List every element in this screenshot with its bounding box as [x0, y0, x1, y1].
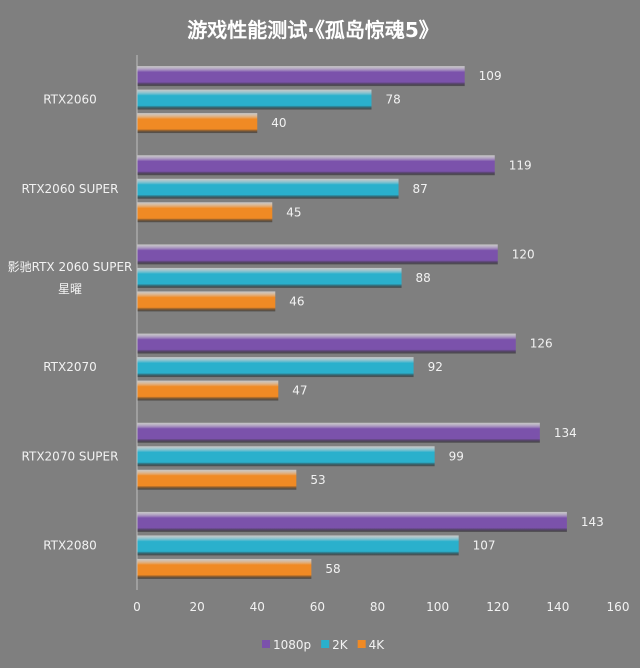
data-label: 120 [512, 247, 535, 261]
bar-4K [137, 558, 312, 579]
category-label: RTX2070 SUPER [22, 449, 119, 463]
x-tick-label: 20 [189, 600, 204, 614]
category-label: RTX2080 [43, 538, 97, 552]
data-label: 109 [479, 69, 502, 83]
bar-2K [137, 178, 399, 199]
bar-1080p [137, 66, 465, 87]
bar-4K [137, 291, 276, 312]
data-label: 126 [530, 337, 553, 351]
legend-swatch [321, 640, 330, 648]
legend-swatch [262, 640, 270, 648]
x-tick-label: 0 [133, 600, 141, 614]
data-label: 40 [271, 116, 286, 130]
category-label: RTX2060 SUPER [22, 182, 119, 196]
bar-1080p [137, 155, 495, 176]
data-label: 47 [292, 384, 307, 398]
bar-1080p [137, 422, 540, 443]
data-label: 119 [509, 158, 532, 172]
x-tick-label: 80 [370, 600, 385, 614]
data-label: 99 [449, 449, 464, 463]
x-tick-label: 140 [546, 600, 569, 614]
bar-4K [137, 469, 297, 490]
x-tick-label: 60 [310, 600, 325, 614]
bar-2K [137, 357, 414, 378]
data-label: 58 [325, 562, 340, 576]
data-label: 78 [385, 93, 400, 107]
data-label: 45 [286, 205, 301, 219]
legend-label: 4K [369, 638, 386, 652]
category-label: RTX2070 [43, 360, 97, 374]
category-label: 影驰RTX 2060 SUPER [8, 260, 133, 274]
legend-label: 1080p [273, 638, 311, 652]
bar-1080p [137, 244, 498, 265]
data-label: 92 [428, 360, 443, 374]
category-label: 星曜 [58, 282, 82, 296]
bar-2K [137, 535, 459, 556]
x-tick-label: 100 [426, 600, 449, 614]
bar-2K [137, 267, 402, 288]
data-label: 88 [416, 271, 431, 285]
bar-1080p [137, 333, 516, 354]
bar-4K [137, 113, 258, 134]
chart-title: 游戏性能测试·《孤岛惊魂5》 [187, 18, 439, 42]
legend-label: 2K [332, 638, 349, 652]
data-label: 134 [554, 426, 577, 440]
bar-2K [137, 89, 372, 110]
data-label: 107 [473, 538, 496, 552]
category-label: RTX2060 [43, 93, 97, 107]
x-tick-label: 120 [486, 600, 509, 614]
legend-swatch [357, 640, 366, 648]
data-label: 143 [581, 515, 604, 529]
bar-4K [137, 380, 279, 401]
x-tick-label: 160 [607, 600, 630, 614]
data-label: 87 [413, 182, 428, 196]
x-tick-label: 40 [250, 600, 265, 614]
data-label: 46 [289, 294, 304, 308]
bar-1080p [137, 511, 567, 532]
bar-4K [137, 202, 273, 223]
data-label: 53 [310, 473, 325, 487]
bar-2K [137, 446, 435, 467]
